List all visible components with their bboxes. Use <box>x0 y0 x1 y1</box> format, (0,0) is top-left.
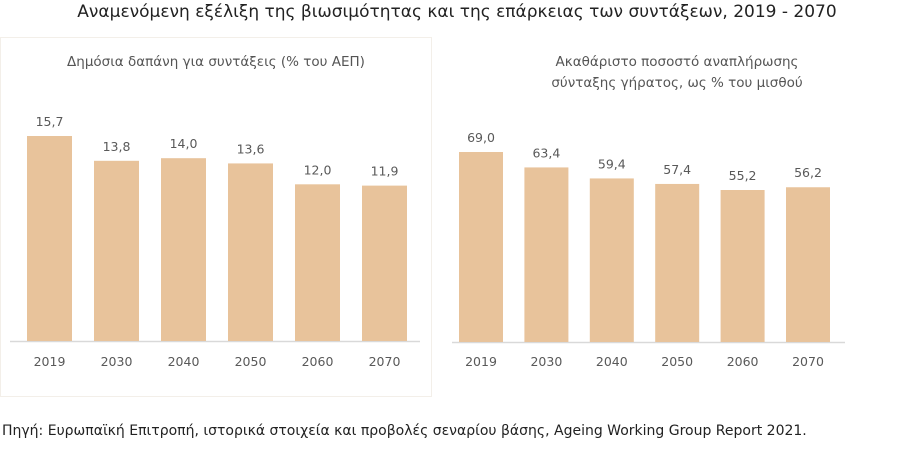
bar-2019 <box>459 152 503 342</box>
left-chart-title: Δημόσια δαπάνη για συντάξεις (% του ΑΕΠ) <box>67 54 365 70</box>
x-tick-label: 2019 <box>34 354 66 369</box>
data-label: 63,4 <box>532 145 560 160</box>
x-tick-label: 2040 <box>168 354 200 369</box>
data-label: 55,2 <box>729 168 757 183</box>
bar-2030 <box>524 167 569 342</box>
right-chart-title-line-2: σύνταξης γήρατος, ως % του μισθού <box>551 75 803 91</box>
bar-2019 <box>27 136 72 341</box>
x-tick-label: 2070 <box>792 354 824 369</box>
data-label: 69,0 <box>467 130 495 145</box>
bar-2030 <box>94 160 139 341</box>
data-label: 59,4 <box>598 156 626 171</box>
data-label: 15,7 <box>36 114 64 129</box>
main-title: Αναμενόμενη εξέλιξη της βιωσιμότητας και… <box>77 2 837 22</box>
x-tick-label: 2030 <box>530 354 562 369</box>
left-chart-panel <box>0 37 432 397</box>
right-chart-title: Ακαθάριστο ποσοστό αναπλήρωσης σύνταξης … <box>440 52 914 94</box>
right-chart-title-line-1: Ακαθάριστο ποσοστό αναπλήρωσης <box>555 54 799 70</box>
source-note: Πηγή: Ευρωπαϊκή Επιτροπή, ιστορικά στοιχ… <box>2 423 807 439</box>
x-tick-label: 2050 <box>235 354 267 369</box>
x-tick-label: 2060 <box>302 354 334 369</box>
x-tick-label: 2040 <box>596 354 628 369</box>
x-tick-label: 2070 <box>369 354 401 369</box>
data-label: 56,2 <box>794 165 822 180</box>
x-tick-label: 2060 <box>727 354 759 369</box>
data-label: 13,6 <box>237 141 265 156</box>
data-label: 11,9 <box>371 164 399 179</box>
data-label: 14,0 <box>170 136 198 151</box>
data-label: 13,8 <box>103 139 131 154</box>
bar-2070 <box>362 185 407 341</box>
data-label: 12,0 <box>304 162 332 177</box>
x-tick-label: 2030 <box>101 354 133 369</box>
bar-2040 <box>589 178 634 342</box>
bar-2050 <box>655 183 700 342</box>
bar-2060 <box>295 184 340 341</box>
bar-2070 <box>786 187 830 342</box>
x-tick-label: 2019 <box>465 354 497 369</box>
x-tick-label: 2050 <box>661 354 693 369</box>
bar-2050 <box>228 163 273 341</box>
data-label: 57,4 <box>663 162 691 177</box>
bar-2040 <box>161 158 206 341</box>
bar-2060 <box>720 190 765 342</box>
